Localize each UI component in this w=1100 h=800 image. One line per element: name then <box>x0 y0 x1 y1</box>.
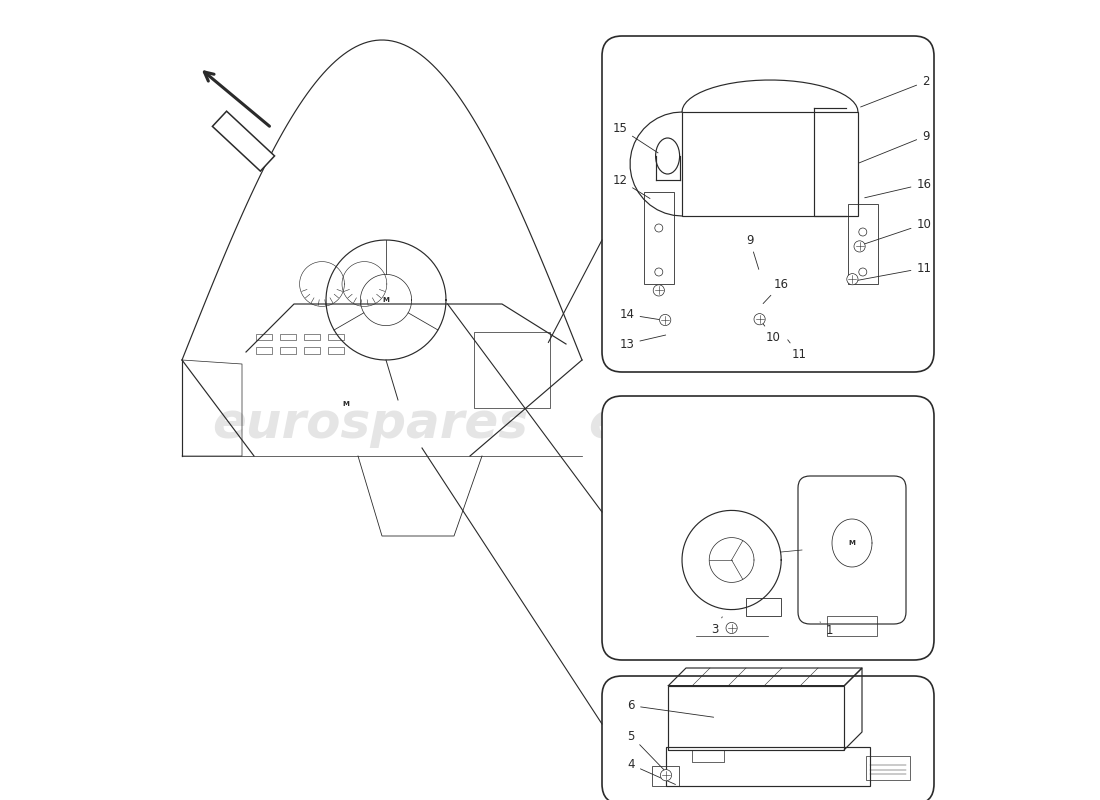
Text: 9: 9 <box>746 234 759 270</box>
Text: eurospares: eurospares <box>212 400 528 448</box>
Text: 9: 9 <box>859 130 930 163</box>
Circle shape <box>754 314 766 325</box>
Bar <box>212 111 275 171</box>
Text: M: M <box>848 540 856 546</box>
Text: 16: 16 <box>763 278 789 303</box>
Text: 6: 6 <box>628 699 714 718</box>
Circle shape <box>847 274 858 285</box>
Bar <box>329 347 344 354</box>
Bar <box>329 334 344 340</box>
Bar <box>280 334 296 340</box>
Text: M: M <box>383 297 389 303</box>
Bar <box>256 334 273 340</box>
Bar <box>669 686 845 750</box>
Bar <box>666 747 870 786</box>
FancyBboxPatch shape <box>602 676 934 800</box>
Bar <box>827 616 877 636</box>
Text: 10: 10 <box>860 218 932 246</box>
Bar <box>644 192 674 284</box>
Circle shape <box>660 314 671 326</box>
Bar <box>866 756 910 780</box>
Circle shape <box>726 622 737 634</box>
Text: 16: 16 <box>865 178 932 198</box>
Bar <box>682 112 858 216</box>
Text: 11: 11 <box>788 340 806 361</box>
Text: 12: 12 <box>613 174 650 198</box>
Text: 4: 4 <box>628 758 675 785</box>
Text: 10: 10 <box>761 322 781 344</box>
Bar <box>474 332 550 408</box>
Bar <box>256 347 273 354</box>
Text: 2: 2 <box>860 75 930 107</box>
Bar <box>652 766 679 786</box>
FancyBboxPatch shape <box>602 36 934 372</box>
Text: eurospares: eurospares <box>588 400 904 448</box>
Circle shape <box>653 285 664 296</box>
Bar <box>848 204 878 284</box>
Text: 3: 3 <box>712 617 723 636</box>
Bar <box>305 334 320 340</box>
Text: 1: 1 <box>820 622 833 637</box>
Bar <box>746 598 781 616</box>
FancyBboxPatch shape <box>602 396 934 660</box>
Circle shape <box>660 770 672 781</box>
Text: 14: 14 <box>619 308 659 321</box>
Text: 5: 5 <box>628 730 668 774</box>
Bar <box>305 347 320 354</box>
Bar <box>280 347 296 354</box>
Text: 15: 15 <box>613 122 658 153</box>
Circle shape <box>854 241 866 252</box>
Text: 13: 13 <box>619 335 666 350</box>
Text: M: M <box>342 401 350 407</box>
Text: 11: 11 <box>854 262 932 281</box>
